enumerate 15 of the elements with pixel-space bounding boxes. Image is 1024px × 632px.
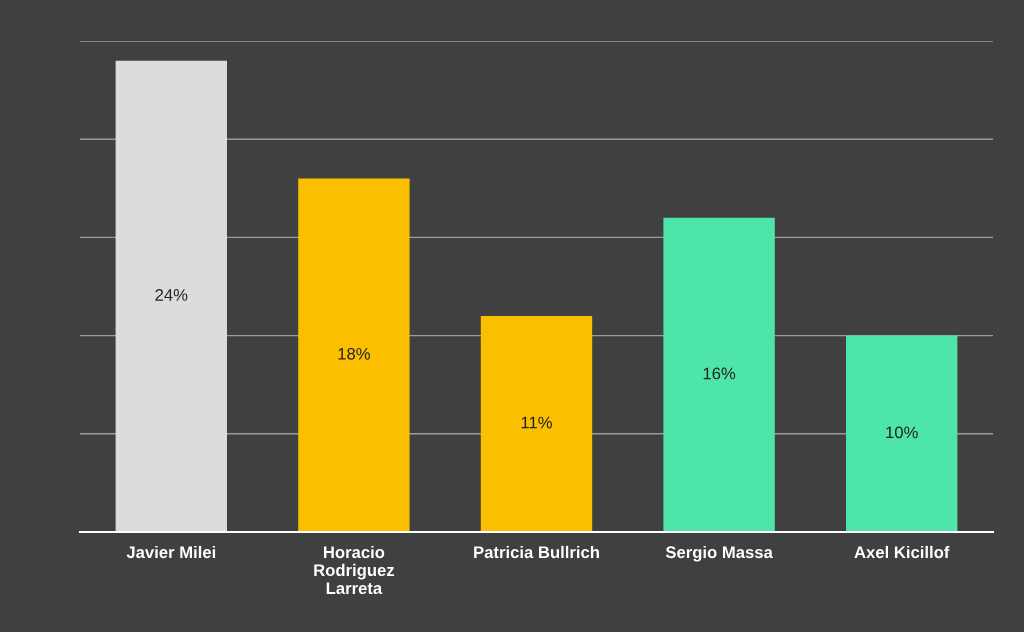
bar <box>115 60 227 532</box>
data-label: 24% <box>155 288 188 301</box>
bar <box>298 178 410 532</box>
x-tick-label: Horacio Rodriguez Larreta <box>314 545 395 595</box>
x-tick-label: Sergio Massa <box>665 545 773 562</box>
bar <box>663 217 775 532</box>
x-tick-label: Javier Milei <box>126 545 216 559</box>
data-label: 10% <box>886 426 918 439</box>
x-tick-label: Patricia Bullrich <box>474 545 599 559</box>
bar <box>480 315 593 532</box>
data-label: 18% <box>338 347 370 360</box>
data-label: 11% <box>521 416 552 429</box>
x-tick-label: Axel Kicillof <box>854 545 950 559</box>
bar <box>846 335 958 532</box>
data-label: 16% <box>703 367 736 380</box>
